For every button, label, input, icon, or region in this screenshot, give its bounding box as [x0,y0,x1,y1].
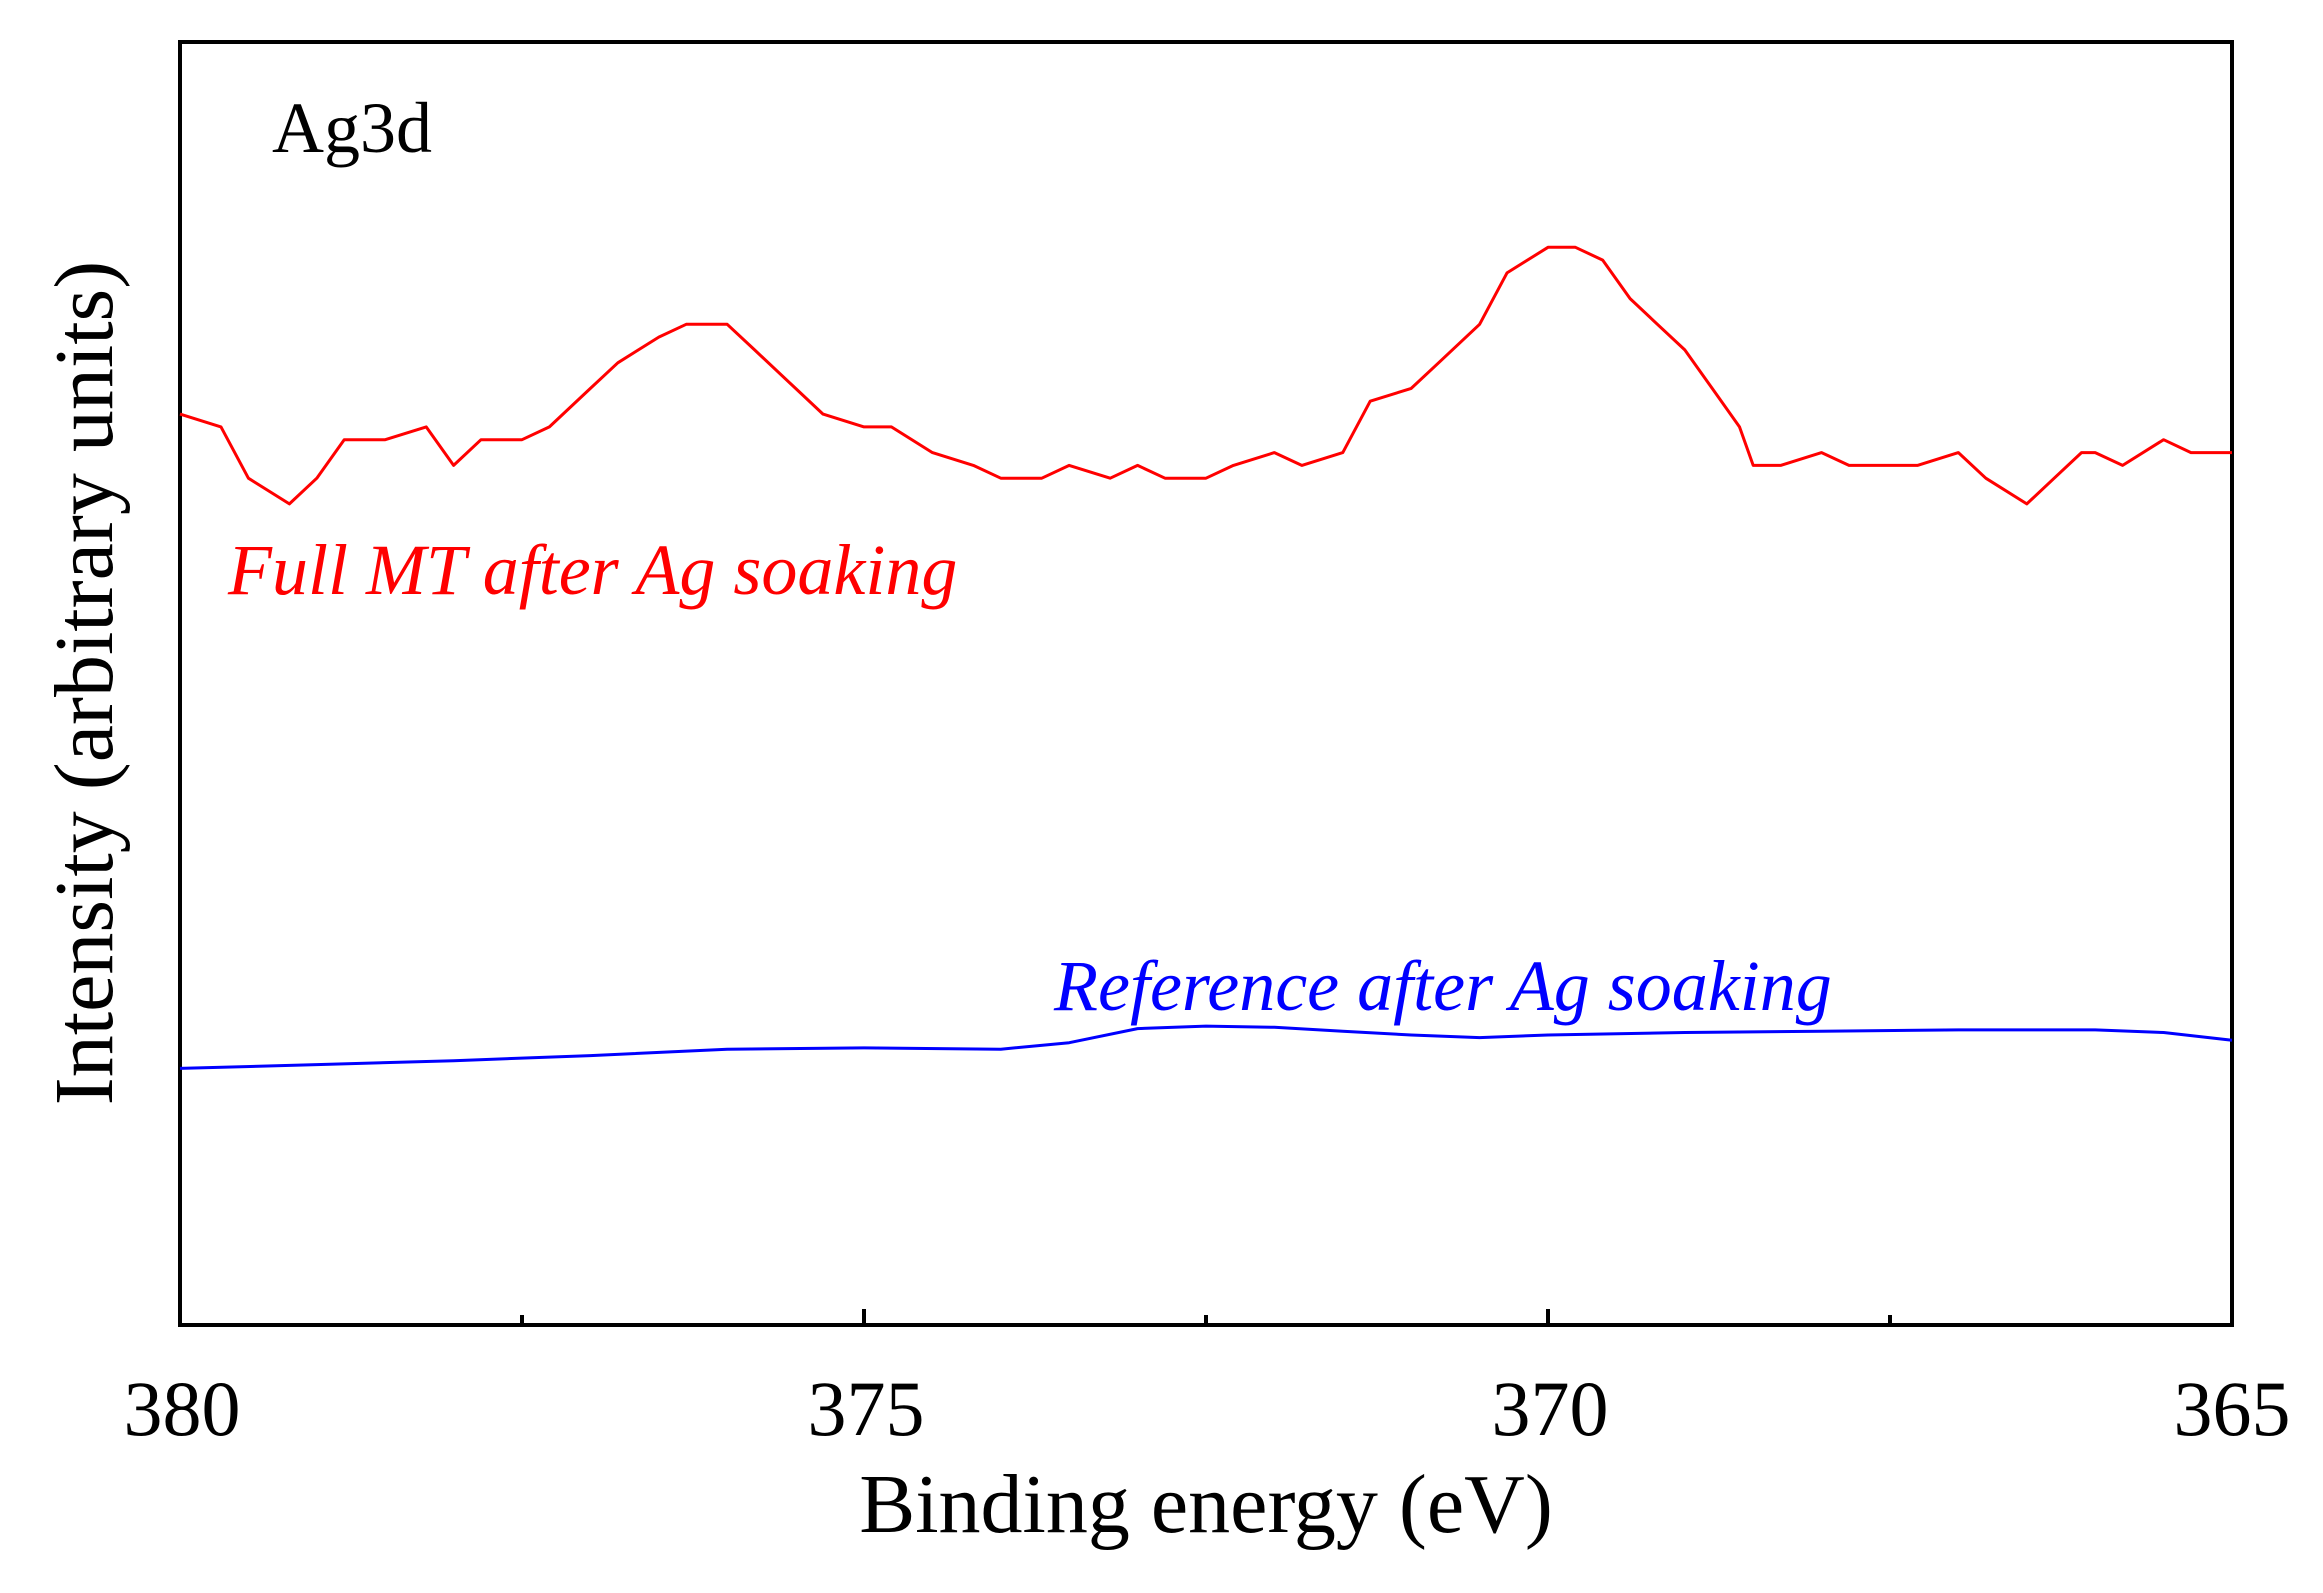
series-layer [179,245,2233,1070]
panel-label: Ag3d [272,88,432,168]
y-axis-label: Intensity (arbitrary units) [38,261,131,1105]
plot-frame [178,40,2234,1327]
x-major-ticks [178,1309,2234,1325]
x-minor-ticks [520,1315,1892,1325]
x-tick-label-370: 370 [1492,1365,1609,1452]
series-line-reference [179,1024,2233,1070]
x-tick-label-380: 380 [124,1365,241,1452]
x-tick-label-365: 365 [2174,1365,2291,1452]
x-axis-label: Binding energy (eV) [859,1458,1553,1551]
series-line-full-mt [179,245,2232,506]
annotation-full-mt: Full MT after Ag soaking [227,530,957,610]
annotation-reference: Reference after Ag soaking [1053,946,1832,1026]
x-tick-label-375: 375 [808,1365,925,1452]
